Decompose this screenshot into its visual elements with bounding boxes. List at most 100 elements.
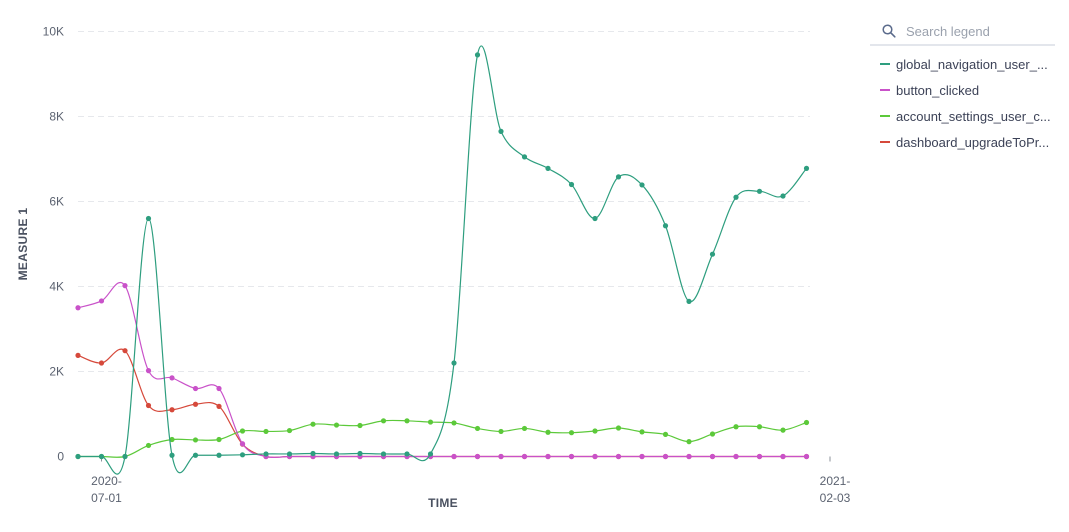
data-point[interactable] [592,215,598,222]
data-point[interactable] [404,451,410,457]
data-point[interactable] [756,188,763,194]
data-point[interactable] [404,418,410,424]
data-point[interactable] [639,453,645,460]
data-point[interactable] [498,428,504,435]
data-point[interactable] [662,223,669,229]
data-point[interactable] [474,425,481,432]
data-point[interactable] [780,453,786,460]
data-point[interactable] [145,368,152,374]
data-point[interactable] [780,427,786,433]
data-point[interactable] [169,452,175,458]
data-point[interactable] [756,424,763,430]
data-point[interactable] [145,215,152,222]
data-point[interactable] [709,431,716,437]
data-point[interactable] [733,194,739,200]
data-point[interactable] [451,360,457,366]
data-point[interactable] [615,425,622,431]
data-point[interactable] [662,431,669,437]
data-point[interactable] [357,450,363,457]
data-point[interactable] [803,165,810,171]
data-point[interactable] [380,418,387,424]
data-point[interactable] [756,453,763,460]
data-point[interactable] [592,428,598,434]
data-point[interactable] [521,425,528,432]
series-0 [75,45,810,475]
data-point[interactable] [310,450,316,457]
data-point[interactable] [451,420,457,426]
data-point[interactable] [451,453,457,460]
data-point[interactable] [592,453,598,460]
data-point[interactable] [333,422,340,428]
data-point[interactable] [192,385,199,392]
data-point[interactable] [75,352,81,358]
data-point[interactable] [803,419,810,426]
data-point[interactable] [615,453,622,460]
data-point[interactable] [216,403,222,409]
data-point[interactable] [169,436,175,443]
data-point[interactable] [216,436,222,443]
data-point[interactable] [145,402,152,409]
legend-item[interactable]: global_navigation_user_... [870,51,1055,77]
data-point[interactable] [192,401,199,407]
data-point[interactable] [733,424,739,430]
data-point[interactable] [333,451,340,457]
data-point[interactable] [122,283,128,289]
data-point[interactable] [98,453,105,460]
data-point[interactable] [192,437,199,443]
data-point[interactable] [216,452,222,458]
data-point[interactable] [709,251,716,257]
data-point[interactable] [615,174,622,180]
data-point[interactable] [286,427,293,434]
legend-item[interactable]: button_clicked [870,77,1055,103]
data-point[interactable] [427,451,434,457]
data-point[interactable] [169,407,175,413]
data-point[interactable] [709,453,716,460]
data-point[interactable] [239,452,246,458]
data-point[interactable] [521,154,528,160]
data-point[interactable] [498,453,504,460]
data-point[interactable] [686,439,692,445]
data-point[interactable] [639,429,645,435]
legend-item[interactable]: dashboard_upgradeToPr... [870,129,1055,155]
data-point[interactable] [310,421,316,427]
data-point[interactable] [733,453,739,460]
data-point[interactable] [639,182,645,188]
data-point[interactable] [686,298,692,304]
data-point[interactable] [474,52,481,58]
data-point[interactable] [122,453,128,460]
data-point[interactable] [474,453,481,460]
data-point[interactable] [169,375,175,381]
data-point[interactable] [568,453,575,460]
legend-item[interactable]: account_settings_user_c... [870,103,1055,129]
data-point[interactable] [239,428,246,434]
data-point[interactable] [803,453,810,460]
data-point[interactable] [545,453,551,460]
data-point[interactable] [263,428,269,435]
data-point[interactable] [780,193,786,199]
data-point[interactable] [662,453,669,460]
data-point[interactable] [521,453,528,460]
legend-search[interactable] [870,18,1055,46]
data-point[interactable] [263,451,269,457]
data-point[interactable] [568,430,575,436]
data-point[interactable] [498,128,504,134]
data-point[interactable] [427,419,434,425]
data-point[interactable] [122,348,128,354]
data-point[interactable] [75,305,81,311]
data-point[interactable] [75,453,81,460]
data-point[interactable] [239,441,246,447]
data-point[interactable] [216,385,222,392]
data-point[interactable] [192,452,199,458]
data-point[interactable] [686,453,692,460]
data-point[interactable] [545,165,551,171]
data-point[interactable] [98,360,105,366]
data-point[interactable] [98,298,105,304]
data-point[interactable] [380,451,387,457]
legend-search-input[interactable] [904,22,1048,40]
data-point[interactable] [357,422,363,429]
data-point[interactable] [568,181,575,188]
data-point[interactable] [545,429,551,435]
grid-lines [78,31,810,372]
data-point[interactable] [145,442,152,449]
data-point[interactable] [286,451,293,457]
